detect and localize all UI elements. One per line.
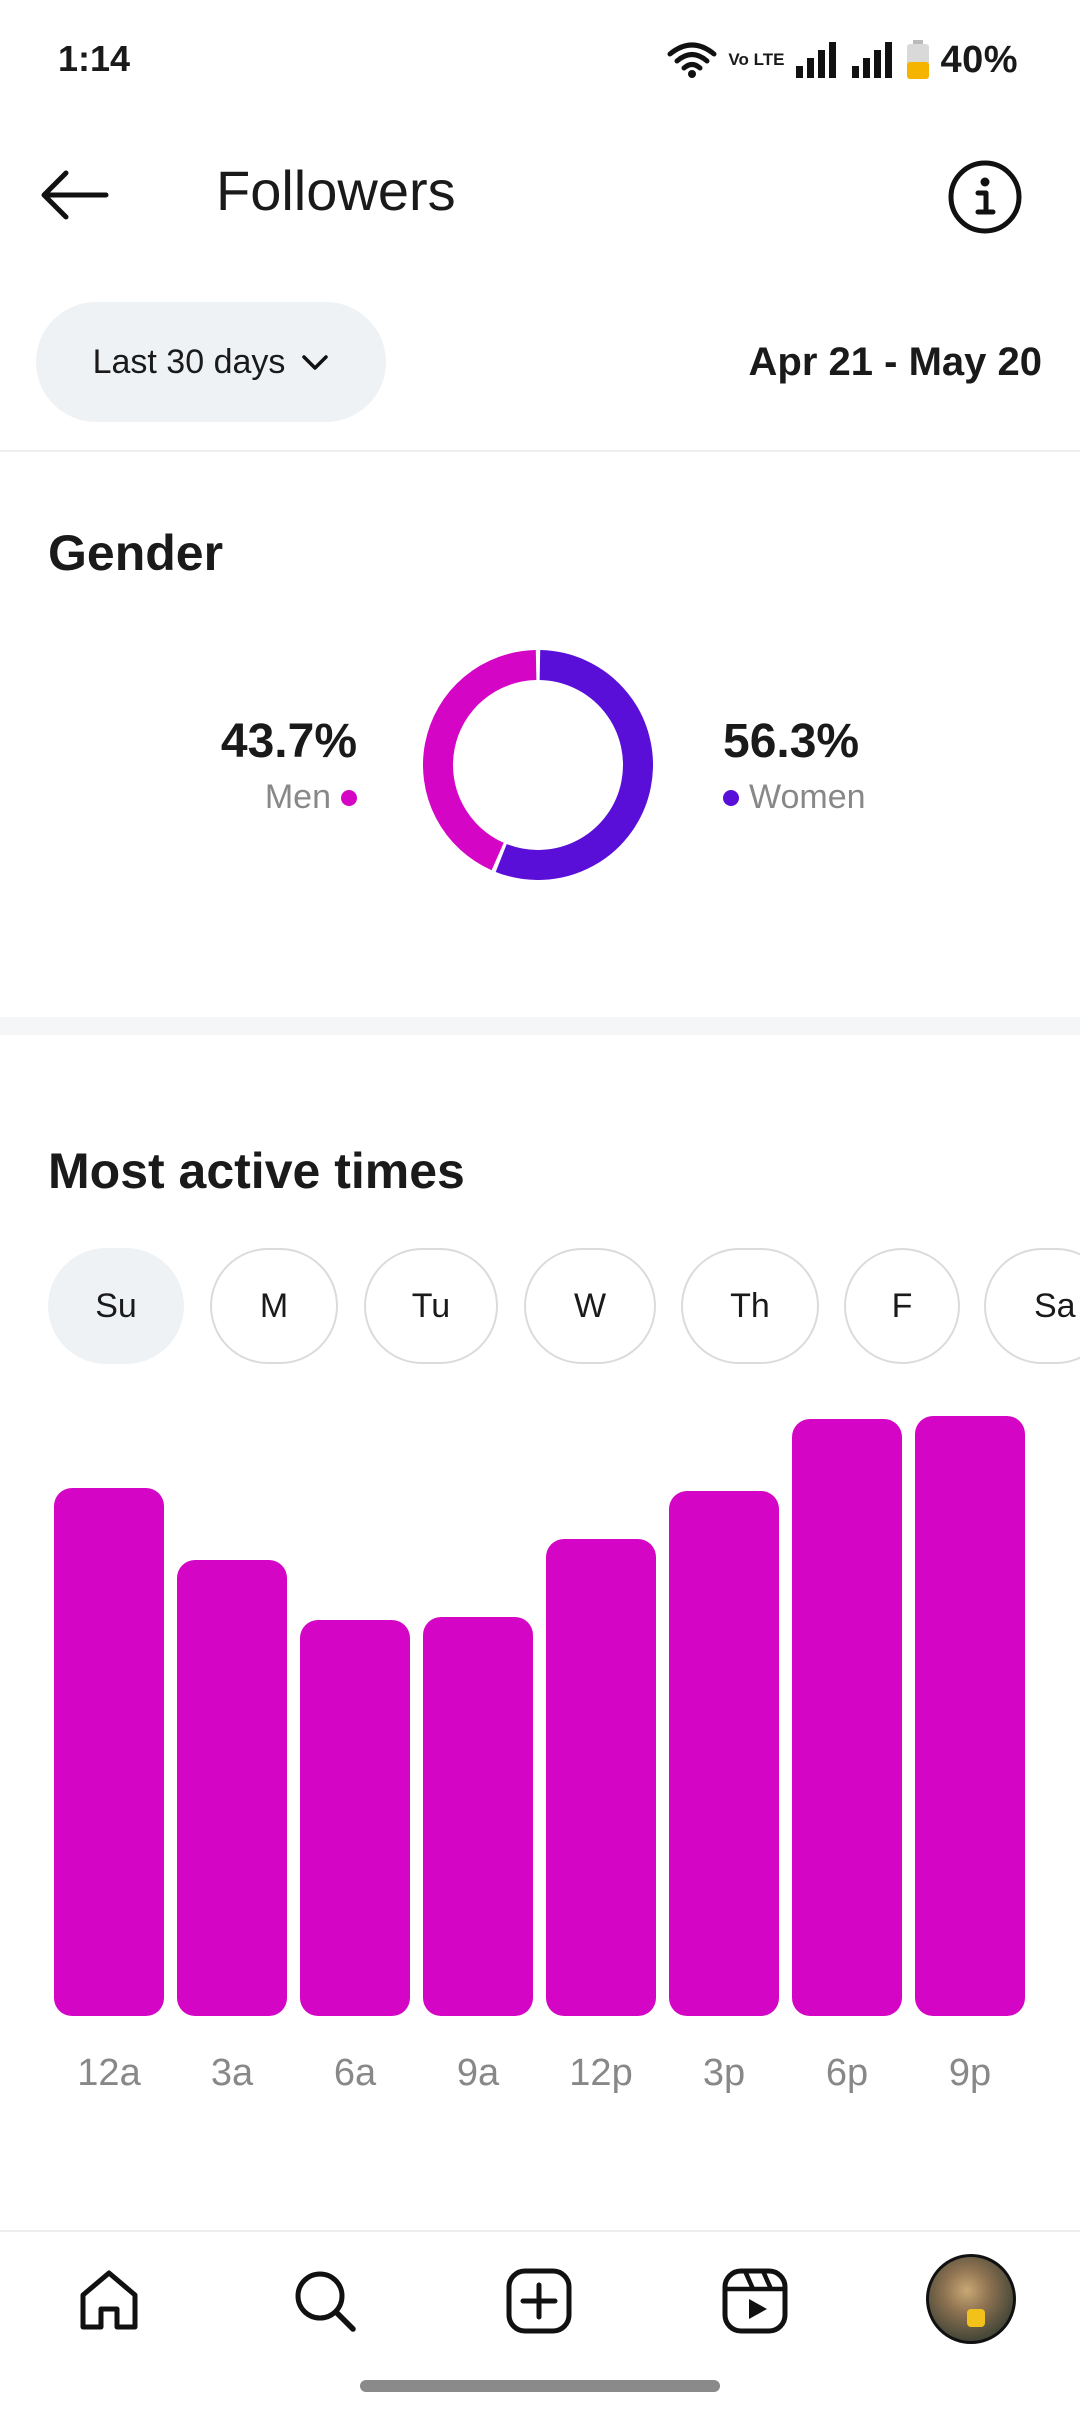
chevron-down-icon [302,355,329,370]
bar-12a[interactable] [54,1488,164,2016]
men-legend-dot [341,789,357,806]
section-band [0,1017,1080,1035]
avatar-detail [967,2309,985,2327]
gender-title: Gender [48,525,224,581]
bar-9p[interactable] [915,1416,1025,2016]
date-range-dropdown[interactable]: Last 30 days [36,302,386,422]
x-tick-label-9a: 9a [456,2052,500,2094]
x-tick-label-3a: 3a [210,2052,254,2094]
donut-slice-men [423,650,537,871]
day-chip-sa[interactable]: Sa [984,1248,1080,1364]
nav-create-button[interactable] [494,2256,584,2346]
bar-6p[interactable] [792,1419,902,2016]
page-title: Followers [216,159,456,222]
home-icon [80,2270,138,2330]
create-icon [506,2268,572,2334]
info-icon [948,160,1022,234]
nav-profile-avatar[interactable] [926,2254,1016,2344]
active-times-title: Most active times [48,1143,465,1199]
wifi-icon [667,42,717,78]
section-divider [0,450,1080,452]
women-percent: 56.3% [723,715,860,768]
nav-search-button[interactable] [280,2256,370,2346]
bar-12p[interactable] [546,1539,656,2016]
date-range-text: Apr 21 - May 20 [748,340,1042,384]
nav-reels-button[interactable] [710,2256,800,2346]
women-legend: Women [723,778,866,817]
day-chip-f[interactable]: F [844,1248,960,1364]
men-legend-label: Men [264,778,331,816]
status-time: 1:14 [58,38,131,79]
battery-percent: 40% [940,38,1018,81]
date-range-dropdown-label: Last 30 days [92,342,286,381]
signal-icon [796,42,837,78]
bar-3p[interactable] [669,1491,779,2016]
women-legend-dot [723,789,739,806]
day-chip-m[interactable]: M [210,1248,338,1364]
day-chip-w[interactable]: W [524,1248,656,1364]
x-tick-label-12p: 12p [569,2052,633,2094]
back-button[interactable] [38,150,138,240]
reels-icon [722,2268,788,2334]
day-chip-th[interactable]: Th [681,1248,819,1364]
donut-slice-women [495,650,653,880]
x-tick-label-9p: 9p [948,2052,992,2094]
day-chip-su[interactable]: Su [48,1248,184,1364]
bar-9a[interactable] [423,1617,533,2016]
volte-indicator: Vo LTE [728,50,785,69]
x-tick-label-12a: 12a [77,2052,141,2094]
x-tick-label-3p: 3p [702,2052,746,2094]
gender-donut-chart [423,650,653,880]
men-legend: Men [265,778,357,817]
nav-home-button[interactable] [64,2256,154,2346]
back-arrow-icon [41,170,109,220]
battery-icon [907,40,930,79]
x-tick-label-6a: 6a [333,2052,377,2094]
search-icon [295,2271,356,2332]
status-icons: Vo LTE 40% [666,36,1018,84]
women-legend-label: Women [749,778,866,816]
men-percent: 43.7% [220,715,357,768]
signal-icon-2 [852,42,893,78]
x-tick-label-6p: 6p [825,2052,869,2094]
info-button[interactable] [940,152,1030,242]
day-chip-tu[interactable]: Tu [364,1248,498,1364]
bar-3a[interactable] [177,1560,287,2016]
gesture-home-bar[interactable] [360,2380,720,2392]
bar-6a[interactable] [300,1620,410,2016]
nav-divider [0,2230,1080,2232]
